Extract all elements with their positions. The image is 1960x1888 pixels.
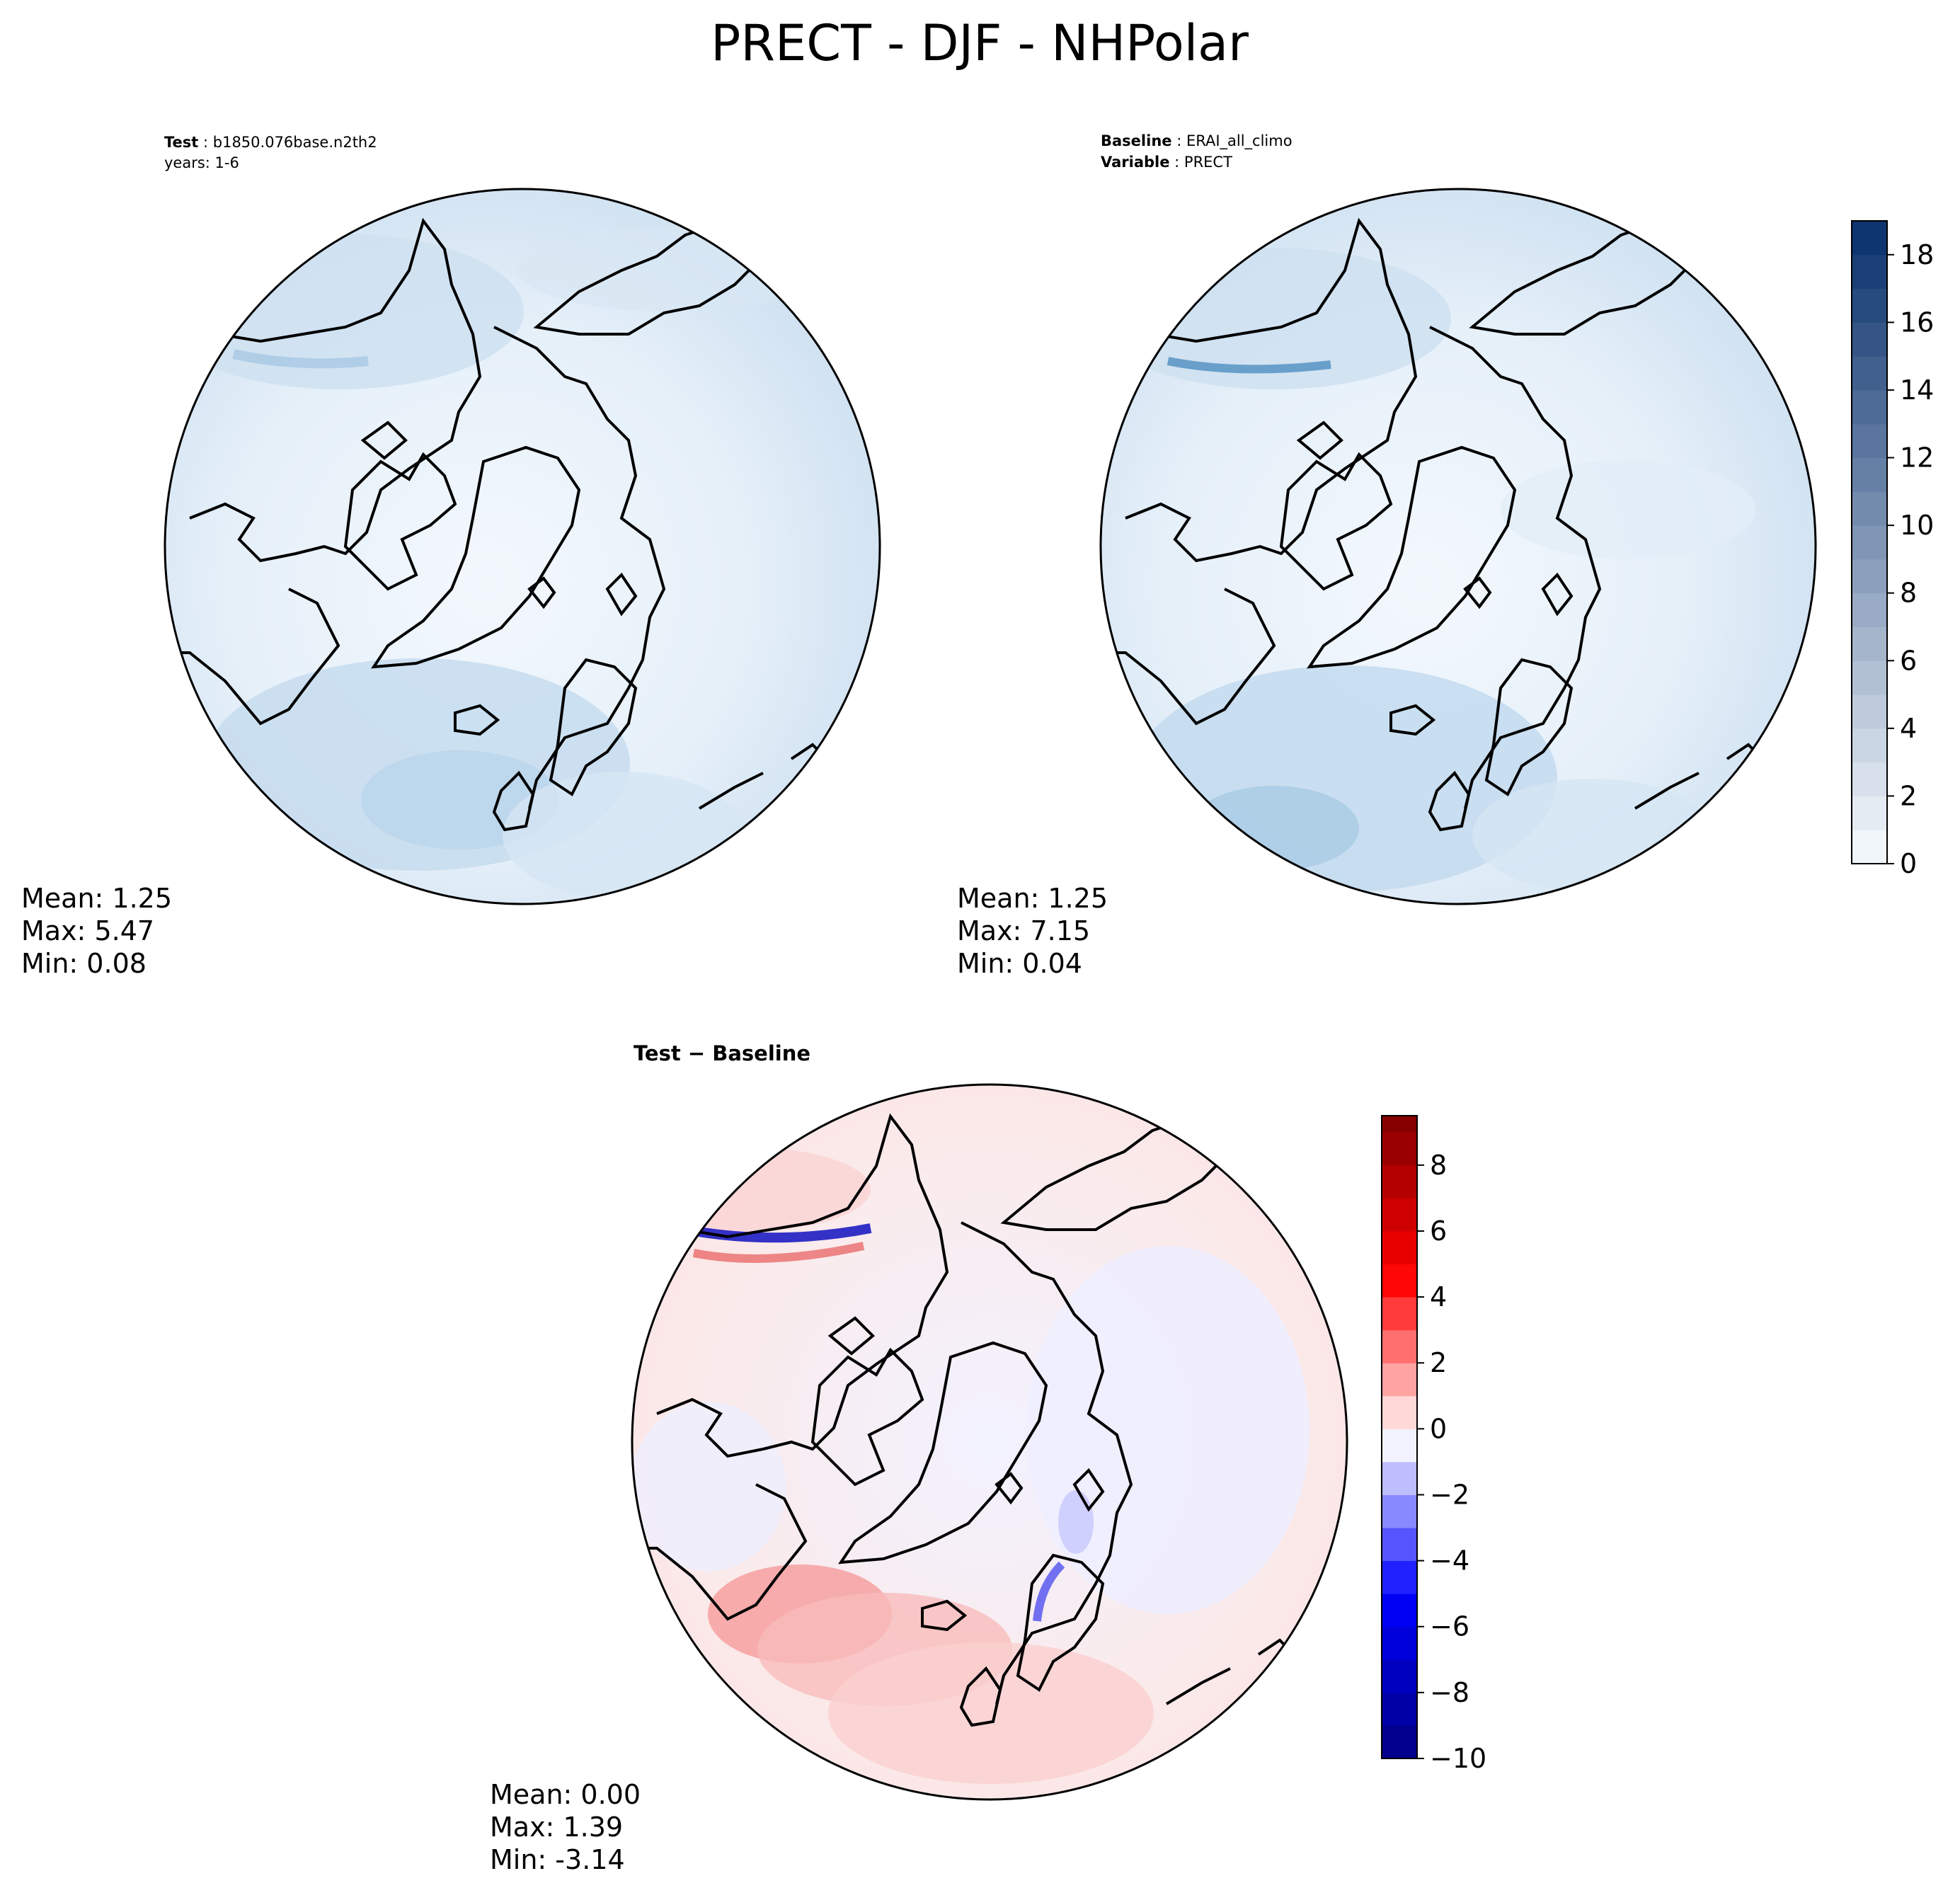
diff-colorbar-band	[1382, 1626, 1417, 1660]
diff-colorbar-band	[1382, 1264, 1417, 1298]
diff-stat-max: Max: 1.39	[490, 1812, 623, 1843]
diff-colorbar-band	[1382, 1560, 1417, 1594]
diff-colorbar-tick-label: −2	[1430, 1479, 1469, 1510]
diff-colorbar-band	[1382, 1594, 1417, 1627]
prect-colorbar-band	[1852, 254, 1887, 290]
prect-colorbar-band	[1852, 221, 1887, 256]
prect-colorbar-band	[1852, 356, 1887, 391]
prect-colorbar-tick-label: 8	[1900, 578, 1917, 609]
diff-panel: Test − Baseline Mean: 0.00 Max: 1.39 Min…	[490, 1041, 1348, 1875]
test-map	[164, 188, 881, 905]
diff-colorbar-tick-label: 8	[1430, 1150, 1447, 1181]
prect-colorbar-tick-label: 4	[1900, 713, 1917, 744]
prect-colorbar-band	[1852, 728, 1887, 763]
diff-colorbar-band	[1382, 1429, 1417, 1463]
test-years: years: 1-6	[164, 154, 239, 171]
prect-colorbar: 0 2 4 6 8 10 12 14 16 18	[1851, 220, 1934, 879]
diff-colorbar-tick-label: −6	[1430, 1611, 1469, 1642]
diff-colorbar-tick-label: 6	[1430, 1215, 1447, 1247]
diff-colorbar-band	[1382, 1297, 1417, 1331]
diff-colorbar-band	[1382, 1329, 1417, 1363]
baseline-stat-mean: Mean: 1.25	[957, 883, 1108, 914]
diff-colorbar-tick-label: −8	[1430, 1677, 1469, 1708]
prect-colorbar-band	[1852, 288, 1887, 323]
test-stat-max: Max: 5.47	[21, 915, 154, 946]
diff-colorbar-band	[1382, 1198, 1417, 1232]
diff-colorbar-band	[1382, 1363, 1417, 1397]
prect-colorbar-band	[1852, 389, 1887, 425]
diff-stat-mean: Mean: 0.00	[490, 1779, 641, 1810]
baseline-map	[1099, 188, 1817, 905]
prect-colorbar-band	[1852, 525, 1887, 560]
baseline-stat-min: Min: 0.04	[957, 948, 1082, 979]
prect-colorbar-band	[1852, 593, 1887, 627]
diff-colorbar: −10 −8 −6 −4 −2 0 2 4 6 8	[1381, 1115, 1486, 1774]
diff-stat-min: Min: -3.14	[490, 1844, 625, 1875]
diff-colorbar-frame	[1381, 1115, 1418, 1759]
diff-colorbar-tick-label: −4	[1430, 1545, 1469, 1577]
prect-colorbar-band	[1852, 796, 1887, 830]
diff-colorbar-band	[1382, 1230, 1417, 1265]
prect-colorbar-tick-label: 12	[1900, 442, 1934, 474]
prect-colorbar-band	[1852, 491, 1887, 526]
diff-colorbar-tick-label: −10	[1430, 1743, 1486, 1774]
prect-colorbar-tick-label: 0	[1900, 848, 1917, 879]
prect-colorbar-tick-label: 16	[1900, 307, 1934, 338]
prect-colorbar-band	[1852, 627, 1887, 661]
prect-colorbar-band	[1852, 559, 1887, 594]
diff-colorbar-band	[1382, 1116, 1417, 1133]
diff-colorbar-band	[1382, 1132, 1417, 1166]
prect-colorbar-band	[1852, 830, 1887, 864]
test-stat-min: Min: 0.08	[21, 948, 147, 979]
prect-colorbar-tick-label: 14	[1900, 374, 1934, 406]
diff-map	[631, 1083, 1348, 1801]
baseline-header: Baseline : ERAI_all_climo	[1101, 132, 1293, 150]
diff-colorbar-band	[1382, 1461, 1417, 1495]
diff-colorbar-band	[1382, 1494, 1417, 1528]
baseline-variable: Variable : PRECT	[1101, 154, 1232, 171]
diff-colorbar-band	[1382, 1395, 1417, 1429]
diff-colorbar-band	[1382, 1528, 1417, 1562]
test-stat-mean: Mean: 1.25	[21, 883, 172, 914]
diff-colorbar-tick-label: 2	[1430, 1347, 1447, 1378]
prect-colorbar-tick-label: 10	[1900, 510, 1934, 541]
prect-colorbar-band	[1852, 322, 1887, 357]
prect-colorbar-tick-label: 2	[1900, 780, 1917, 811]
diff-colorbar-tick-label: 4	[1430, 1281, 1447, 1312]
prect-colorbar-band	[1852, 457, 1887, 492]
prect-colorbar-band	[1852, 660, 1887, 695]
prect-colorbar-band	[1852, 762, 1887, 796]
test-header: Test : b1850.076base.n2th2	[164, 134, 377, 151]
figure-title: PRECT - DJF - NHPolar	[711, 14, 1249, 72]
prect-colorbar-frame	[1851, 220, 1888, 864]
diff-colorbar-band	[1382, 1725, 1417, 1759]
diff-colorbar-band	[1382, 1692, 1417, 1726]
prect-colorbar-band	[1852, 694, 1887, 729]
prect-colorbar-tick-label: 18	[1900, 239, 1934, 270]
diff-colorbar-band	[1382, 1659, 1417, 1693]
baseline-panel: Baseline : ERAI_all_climo Variable : PRE…	[957, 132, 1817, 979]
diff-colorbar-band	[1382, 1165, 1417, 1198]
test-panel: Test : b1850.076base.n2th2 years: 1-6 Me…	[21, 134, 881, 979]
diff-header: Test − Baseline	[634, 1041, 810, 1065]
baseline-stat-max: Max: 7.15	[957, 915, 1090, 946]
prect-colorbar-tick-label: 6	[1900, 645, 1917, 676]
diff-colorbar-tick-label: 0	[1430, 1413, 1447, 1444]
prect-colorbar-band	[1852, 423, 1887, 459]
